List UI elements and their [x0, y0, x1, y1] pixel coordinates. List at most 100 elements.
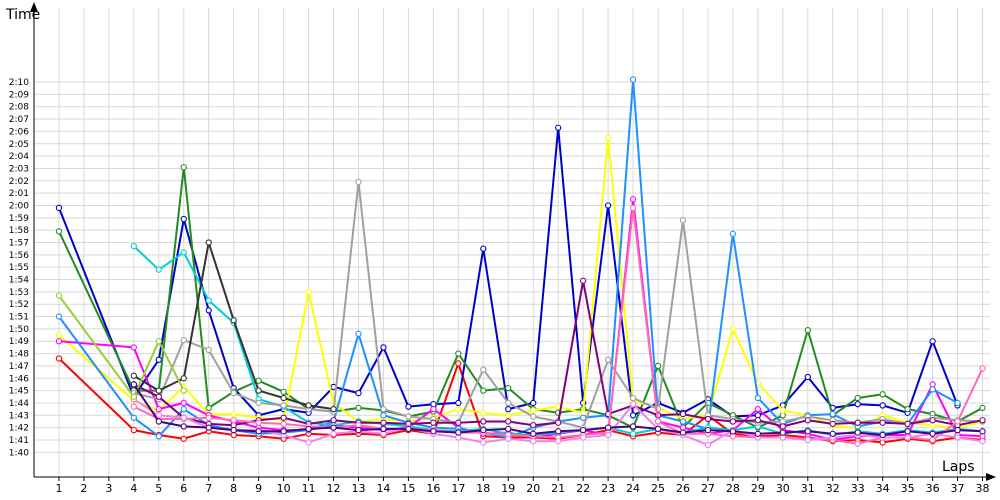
- data-point: [505, 418, 512, 425]
- x-tick-label: 37: [951, 482, 965, 495]
- y-tick-label: 2:10: [9, 78, 29, 88]
- data-point: [754, 417, 762, 424]
- y-tick-label: 2:09: [9, 90, 29, 100]
- data-point: [954, 434, 961, 441]
- data-point: [230, 417, 237, 424]
- data-point: [854, 440, 861, 447]
- data-point: [205, 424, 212, 431]
- x-tick-label: 22: [576, 482, 590, 495]
- data-point: [455, 399, 462, 407]
- data-point: [255, 428, 262, 435]
- data-point: [155, 338, 162, 345]
- data-point: [130, 372, 137, 379]
- y-tick-label: 2:08: [9, 103, 29, 113]
- data-point: [579, 277, 587, 284]
- data-point: [804, 436, 811, 444]
- y-tick-label: 1:52: [9, 300, 29, 310]
- y-tick-label: 1:54: [9, 276, 29, 286]
- x-tick-label: 3: [105, 482, 112, 495]
- data-point: [380, 344, 387, 351]
- x-tick-label: 5: [155, 482, 162, 495]
- data-point: [155, 356, 162, 363]
- x-tick-label: 36: [926, 482, 940, 495]
- data-point: [629, 204, 637, 212]
- series-line: [58, 295, 185, 398]
- y-tick-label: 1:55: [9, 263, 29, 273]
- x-tick-label: 14: [376, 482, 390, 495]
- data-point: [579, 414, 587, 421]
- x-tick-label: 4: [130, 482, 137, 495]
- x-tick-label: 30: [776, 482, 790, 495]
- y-tick-labels: 1:40 1:41 1:42 1:43 1:44 1:45 1:46 1:47 1:48 1:49…: [9, 78, 29, 458]
- y-tick-label: 1:51: [9, 313, 29, 323]
- data-point: [455, 405, 462, 413]
- data-point: [530, 430, 537, 437]
- data-point: [330, 424, 337, 431]
- y-tick-label: 2:01: [9, 189, 29, 199]
- series-line: [58, 136, 983, 430]
- data-point: [180, 387, 187, 394]
- data-point: [255, 399, 262, 407]
- y-tick-label: 1:56: [9, 251, 29, 261]
- data-point: [929, 436, 936, 444]
- x-tick-label: 32: [826, 482, 840, 495]
- y-tick-label: 1:41: [9, 436, 29, 446]
- x-tick-label: 10: [277, 482, 291, 495]
- data-point: [305, 439, 312, 446]
- y-tick-label: 1:53: [9, 288, 29, 298]
- data-point: [180, 435, 187, 442]
- data-point: [854, 429, 861, 436]
- data-point: [854, 419, 861, 426]
- y-tick-label: 1:43: [9, 411, 29, 421]
- x-tick-label: 38: [976, 482, 990, 495]
- data-point: [130, 426, 137, 434]
- data-point: [305, 288, 312, 296]
- axes: [30, 2, 996, 481]
- data-point: [155, 393, 162, 400]
- data-point: [280, 420, 287, 428]
- data-point: [180, 215, 187, 223]
- data-point: [804, 428, 811, 435]
- data-point: [629, 423, 637, 430]
- x-tick-label: 16: [426, 482, 440, 495]
- data-point: [355, 178, 362, 186]
- data-point: [505, 412, 512, 419]
- series-13: [55, 292, 187, 400]
- data-point: [804, 326, 811, 334]
- data-point: [405, 425, 412, 433]
- x-axis-arrow: [986, 473, 996, 481]
- data-point: [979, 438, 986, 445]
- data-point: [654, 425, 662, 433]
- data-point: [380, 419, 387, 426]
- y-tick-label: 2:02: [9, 177, 29, 187]
- data-point: [305, 402, 312, 409]
- data-point: [180, 336, 187, 344]
- data-point: [555, 419, 562, 426]
- data-point: [604, 202, 612, 209]
- series-group: [55, 76, 986, 449]
- data-point: [330, 417, 337, 424]
- data-point: [330, 405, 337, 413]
- y-tick-label: 1:46: [9, 374, 29, 384]
- data-point: [305, 425, 312, 433]
- data-point: [180, 249, 187, 256]
- data-point: [455, 429, 462, 436]
- data-point: [155, 433, 162, 440]
- data-point: [430, 419, 437, 426]
- data-point: [230, 389, 237, 397]
- x-tick-label: 31: [801, 482, 815, 495]
- data-point: [629, 196, 637, 203]
- data-point: [280, 402, 287, 409]
- data-point: [255, 387, 262, 394]
- data-point: [530, 413, 537, 420]
- series-14: [130, 381, 986, 439]
- data-point: [180, 399, 187, 407]
- data-point: [579, 434, 587, 441]
- series-line: [58, 166, 983, 429]
- data-point: [205, 346, 212, 354]
- y-tick-label: 1:59: [9, 214, 29, 224]
- x-tick-label: 15: [401, 482, 415, 495]
- x-tick-label: 12: [327, 482, 341, 495]
- data-point: [704, 441, 712, 449]
- data-point: [230, 317, 237, 324]
